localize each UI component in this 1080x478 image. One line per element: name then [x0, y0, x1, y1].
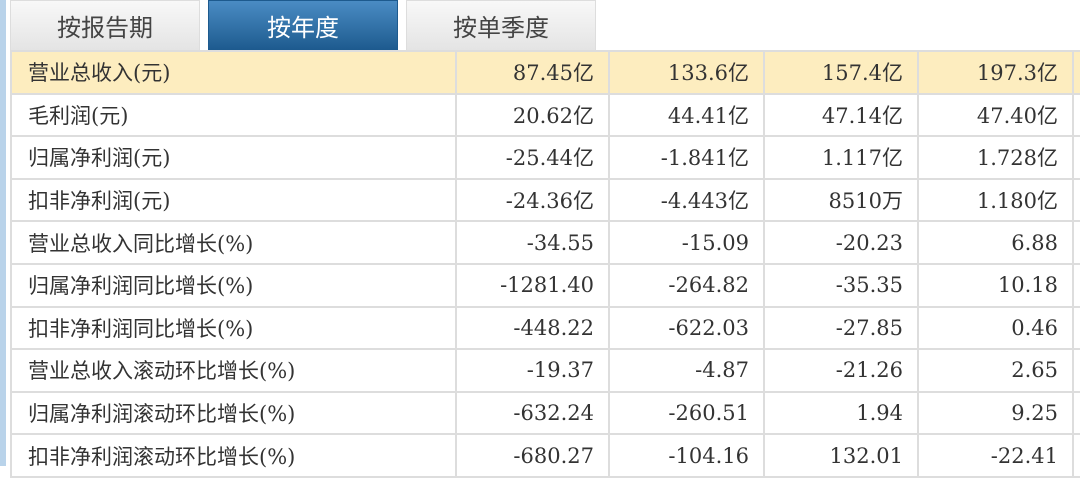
period-tabs: 按报告期 按年度 按单季度	[10, 0, 596, 50]
cell-value: -15.09	[608, 220, 765, 265]
cell-value: 197.3亿	[917, 50, 1074, 95]
table-row: 扣非净利润同比增长(%) -448.22 -622.03 -27.85 0.46	[10, 305, 1080, 351]
cell-value: 6.88	[917, 220, 1074, 265]
cell-value: 10.18	[917, 262, 1074, 308]
tab-by-report-period[interactable]: 按报告期	[10, 0, 200, 50]
table-row: 归属净利润(元) -25.44亿 -1.841亿 1.117亿 1.728亿	[10, 135, 1080, 180]
cell-value: -24.36亿	[455, 177, 610, 223]
cell-value: 1.94	[763, 390, 919, 436]
cell-overflow	[1072, 262, 1080, 308]
cell-value: 47.40亿	[917, 92, 1074, 138]
cell-overflow	[1072, 433, 1080, 478]
cell-value: 1.180亿	[917, 177, 1074, 223]
cell-value: 87.45亿	[455, 50, 610, 95]
row-label: 归属净利润滚动环比增长(%)	[10, 390, 457, 436]
cell-value: 8510万	[763, 177, 919, 223]
cell-value: -19.37	[455, 348, 610, 393]
cell-overflow	[1072, 92, 1080, 138]
row-label: 归属净利润(元)	[10, 135, 457, 180]
row-label: 归属净利润同比增长(%)	[10, 262, 457, 308]
cell-value: 1.728亿	[917, 135, 1074, 180]
cell-value: -680.27	[455, 433, 610, 478]
row-label: 营业总收入同比增长(%)	[10, 220, 457, 265]
cell-value: -260.51	[608, 390, 765, 436]
table-row: 扣非净利润滚动环比增长(%) -680.27 -104.16 132.01 -22.41	[10, 433, 1080, 478]
cell-value: 132.01	[763, 433, 919, 478]
cell-overflow	[1072, 50, 1080, 95]
cell-value: 1.117亿	[763, 135, 919, 180]
table-row: 归属净利润滚动环比增长(%) -632.24 -260.51 1.94 9.25	[10, 390, 1080, 436]
tab-by-quarter[interactable]: 按单季度	[406, 0, 596, 50]
table-row: 扣非净利润(元) -24.36亿 -4.443亿 8510万 1.180亿	[10, 177, 1080, 223]
cell-value: -104.16	[608, 433, 765, 478]
row-label: 毛利润(元)	[10, 92, 457, 138]
cell-value: -22.41	[917, 433, 1074, 478]
cell-value: -27.85	[763, 305, 919, 351]
row-label: 扣非净利润同比增长(%)	[10, 305, 457, 351]
cell-value: 0.46	[917, 305, 1074, 351]
cell-value: -21.26	[763, 348, 919, 393]
tab-by-year[interactable]: 按年度	[208, 0, 398, 50]
table-row: 营业总收入同比增长(%) -34.55 -15.09 -20.23 6.88	[10, 220, 1080, 265]
cell-value: 9.25	[917, 390, 1074, 436]
table-row: 归属净利润同比增长(%) -1281.40 -264.82 -35.35 10.18	[10, 262, 1080, 308]
cell-value: -448.22	[455, 305, 610, 351]
cell-value: -1.841亿	[608, 135, 765, 180]
cell-value: 20.62亿	[455, 92, 610, 138]
cell-value: -632.24	[455, 390, 610, 436]
row-label: 营业总收入滚动环比增长(%)	[10, 348, 457, 393]
cell-overflow	[1072, 177, 1080, 223]
row-label: 扣非净利润滚动环比增长(%)	[10, 433, 457, 478]
cell-value: 44.41亿	[608, 92, 765, 138]
cell-overflow	[1072, 135, 1080, 180]
cell-value: -35.35	[763, 262, 919, 308]
cell-value: -20.23	[763, 220, 919, 265]
cell-overflow	[1072, 305, 1080, 351]
cell-value: -25.44亿	[455, 135, 610, 180]
table-row: 营业总收入滚动环比增长(%) -19.37 -4.87 -21.26 2.65	[10, 348, 1080, 393]
row-label: 扣非净利润(元)	[10, 177, 457, 223]
financial-table: 营业总收入(元) 87.45亿 133.6亿 157.4亿 197.3亿 毛利润(元) 20…	[10, 50, 1080, 478]
cell-value: -34.55	[455, 220, 610, 265]
table-row: 营业总收入(元) 87.45亿 133.6亿 157.4亿 197.3亿	[10, 50, 1080, 95]
cell-value: -4.443亿	[608, 177, 765, 223]
left-border	[0, 0, 6, 466]
cell-overflow	[1072, 390, 1080, 436]
cell-value: -1281.40	[455, 262, 610, 308]
cell-overflow	[1072, 348, 1080, 393]
table-row: 毛利润(元) 20.62亿 44.41亿 47.14亿 47.40亿	[10, 92, 1080, 138]
cell-value: -4.87	[608, 348, 765, 393]
cell-value: -264.82	[608, 262, 765, 308]
cell-value: 133.6亿	[608, 50, 765, 95]
cell-value: 157.4亿	[763, 50, 919, 95]
cell-value: 47.14亿	[763, 92, 919, 138]
cell-overflow	[1072, 220, 1080, 265]
row-label: 营业总收入(元)	[10, 50, 457, 95]
cell-value: -622.03	[608, 305, 765, 351]
cell-value: 2.65	[917, 348, 1074, 393]
